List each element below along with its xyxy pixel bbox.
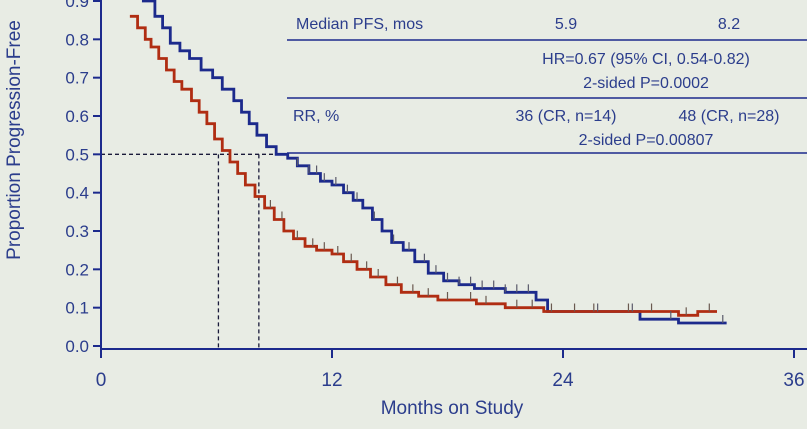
survival-curve-0 xyxy=(141,0,727,325)
y-tick-label: 0.4 xyxy=(65,184,89,203)
y-tick-label: 0.9 xyxy=(65,0,89,11)
rr-col1: 36 (CR, n=14) xyxy=(516,108,617,125)
y-tick-label: 0.5 xyxy=(65,145,89,164)
y-tick-label: 0.0 xyxy=(65,337,89,356)
y-axis-label: Proportion Progression-Free xyxy=(4,20,25,260)
axes xyxy=(100,0,807,350)
y-tick-label: 0.2 xyxy=(65,260,89,279)
series xyxy=(129,0,727,325)
reference-lines xyxy=(101,153,279,349)
median-pfs-col2: 8.2 xyxy=(718,16,740,33)
annotation-table: Median PFS, mos 5.9 8.2 HR=0.67 (95% CI,… xyxy=(287,16,807,154)
ticks: 0.0 0.1 0.2 0.3 0.4 0.5 0.6 0.7 0.8 0.9 0 12 24 36 xyxy=(65,0,805,391)
x-axis-label: Months on Study xyxy=(381,398,524,419)
rr-p-value: 2-sided P=0.00807 xyxy=(579,132,714,149)
y-tick-label: 0.6 xyxy=(65,107,89,126)
x-tick-label: 36 xyxy=(783,370,804,391)
x-tick-label: 24 xyxy=(552,370,574,391)
y-tick-label: 0.7 xyxy=(65,69,89,88)
rr-label: RR, % xyxy=(293,108,339,125)
median-pfs-label: Median PFS, mos xyxy=(296,16,423,33)
x-tick-label: 12 xyxy=(321,370,342,391)
censor-marks xyxy=(269,157,724,323)
y-tick-label: 0.3 xyxy=(65,222,89,241)
x-tick-label: 0 xyxy=(96,370,107,391)
survival-curve-1 xyxy=(129,14,717,317)
median-pfs-col1: 5.9 xyxy=(555,16,577,33)
hazard-ratio-p-value: 2-sided P=0.0002 xyxy=(583,75,709,92)
y-tick-label: 0.8 xyxy=(65,30,89,49)
hazard-ratio-note: HR=0.67 (95% CI, 0.54-0.82) xyxy=(542,51,750,68)
y-tick-label: 0.1 xyxy=(65,299,89,318)
rr-col2: 48 (CR, n=28) xyxy=(679,108,780,125)
